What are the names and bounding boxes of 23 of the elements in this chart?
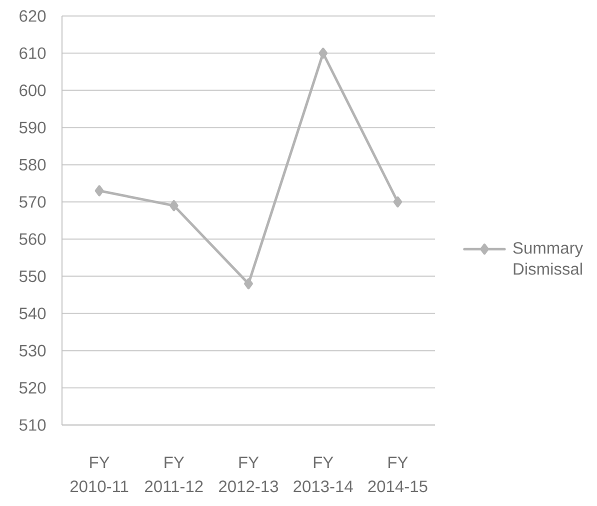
- y-tick-label: 570: [19, 196, 46, 208]
- point: [94, 185, 104, 196]
- x-tick-label: FY 2014-15: [368, 456, 428, 492]
- x-tick-label: FY 2012-13: [219, 456, 278, 492]
- legend-label: Summary Dismissal: [513, 242, 584, 275]
- y-tick-label: 610: [20, 47, 46, 60]
- point: [244, 278, 253, 290]
- y-tick-label: 580: [19, 158, 46, 171]
- y-tick-label: 520: [19, 382, 46, 394]
- x-tick-label: FY 2011-12: [145, 456, 203, 492]
- y-tick-label: 540: [19, 308, 46, 320]
- y-tick-label: 600: [20, 84, 46, 96]
- point: [318, 48, 328, 59]
- y-tick-label: 510: [19, 419, 46, 431]
- y-tick-label: 590: [19, 122, 46, 134]
- x-tick-label: FY 2010-11: [70, 456, 128, 492]
- y-tick-label: 560: [19, 233, 46, 245]
- y-tick-label: 620: [20, 10, 46, 22]
- x-tick-label: FY 2013-14: [294, 456, 353, 492]
- point: [393, 196, 402, 208]
- y-tick-label: 530: [19, 344, 46, 356]
- point: [169, 200, 178, 212]
- y-tick-label: 550: [19, 270, 46, 282]
